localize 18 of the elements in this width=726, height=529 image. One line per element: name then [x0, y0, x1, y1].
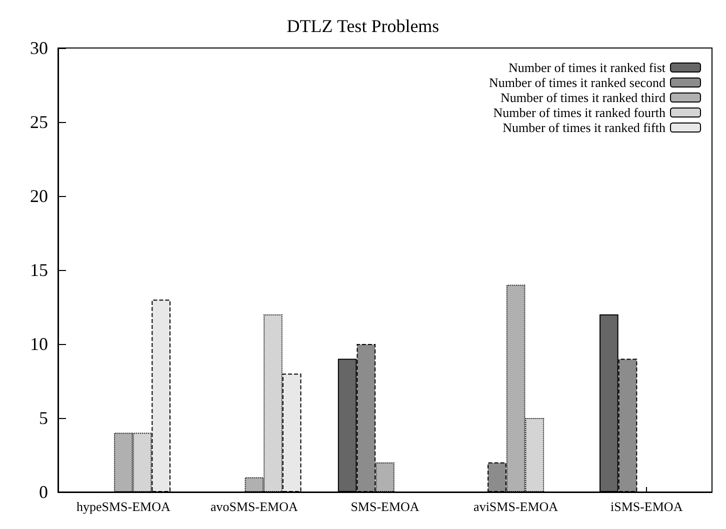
legend-label: Number of times it ranked fifth [502, 120, 666, 135]
x-tick-label: SMS-EMOA [350, 499, 420, 514]
x-tick-label: hypeSMS-EMOA [76, 499, 171, 514]
y-tick-label: 20 [30, 186, 48, 206]
x-tick-label: avoSMS-EMOA [210, 499, 299, 514]
legend-label: Number of times it ranked second [488, 75, 666, 90]
legend-label: Number of times it ranked third [500, 90, 666, 105]
legend-label: Number of times it ranked fist [508, 60, 666, 75]
y-tick-label: 0 [39, 482, 48, 502]
y-tick-label: 25 [30, 112, 48, 132]
y-tick-label: 15 [30, 260, 48, 280]
chart-title: DTLZ Test Problems [286, 16, 440, 36]
x-tick-label: iSMS-EMOA [610, 499, 684, 514]
x-tick-label: aviSMS-EMOA [474, 499, 559, 514]
legend-label: Number of times it ranked fourth [493, 105, 666, 120]
y-tick-label: 5 [39, 408, 48, 428]
y-tick-label: 30 [30, 38, 48, 58]
y-tick-label: 10 [30, 334, 48, 354]
